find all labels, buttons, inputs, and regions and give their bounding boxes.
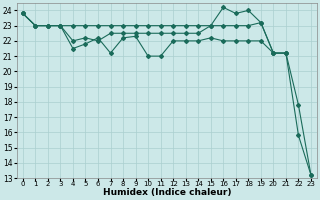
X-axis label: Humidex (Indice chaleur): Humidex (Indice chaleur) <box>103 188 231 197</box>
